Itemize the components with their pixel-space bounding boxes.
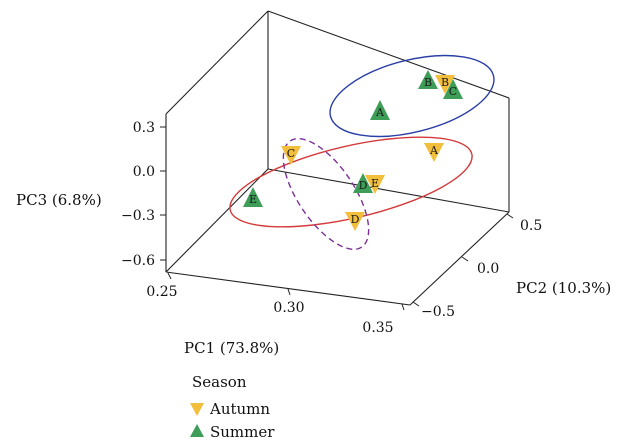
- pc3-tick-label: −0.6: [121, 253, 155, 269]
- autumn-marker: [424, 143, 444, 162]
- autumn-marker: [365, 175, 385, 194]
- pc3-tick-label: −0.3: [121, 208, 155, 224]
- pc1-axis: 0.25 0.30 0.35 PC1 (73.8%): [146, 272, 405, 357]
- pc1-tick-label: 0.35: [362, 320, 393, 336]
- summer-point-b: B: [418, 70, 438, 89]
- autumn-point-b: B: [435, 75, 455, 94]
- pc3-axis: 0.3 0.0 −0.3 −0.6 PC3 (6.8%): [16, 120, 166, 269]
- legend-title: Season: [192, 373, 247, 391]
- autumn-marker: [435, 75, 455, 94]
- legend-summer-label: Summer: [210, 423, 275, 441]
- box-back-top-edge: [267, 10, 510, 99]
- axis-box: [165, 10, 510, 306]
- summer-point-a: A: [370, 100, 390, 120]
- point-label: D: [359, 179, 368, 192]
- group-ellipse-blue: [329, 54, 495, 138]
- point-label: A: [375, 106, 385, 119]
- autumn-marker: [281, 146, 301, 165]
- pc1-tick-label: 0.25: [146, 284, 177, 300]
- autumn-point-d: D: [345, 212, 365, 231]
- autumn-point-e: E: [365, 175, 385, 194]
- summer-point-e: E: [243, 187, 263, 207]
- autumn-marker: [345, 212, 365, 231]
- summer-point-c: C: [443, 79, 463, 99]
- point-label: C: [287, 147, 295, 160]
- pc1-tick-mark: [287, 288, 291, 296]
- pc2-tick-label: 0.5: [520, 218, 542, 234]
- autumn-point-a: A: [424, 143, 444, 162]
- box-top-left-edge: [165, 10, 269, 115]
- point-label: C: [449, 85, 457, 98]
- pc2-axis-title: PC2 (10.3%): [516, 279, 611, 297]
- summer-marker: [370, 100, 390, 120]
- box-back-bottom-edge: [267, 168, 510, 213]
- box-floor-left-edge: [165, 168, 269, 273]
- legend-autumn-label: Autumn: [209, 400, 270, 418]
- pc2-tick-label: −0.5: [421, 304, 455, 320]
- summer-marker: [243, 187, 263, 207]
- point-label: B: [441, 76, 449, 89]
- pc2-tick-label: 0.0: [477, 261, 499, 277]
- point-label: E: [371, 177, 379, 190]
- legend-summer-marker: [190, 424, 204, 437]
- point-label: A: [429, 144, 439, 157]
- summer-marker: [443, 79, 463, 99]
- summer-marker: [353, 173, 373, 193]
- pc1-axis-title: PC1 (73.8%): [184, 339, 279, 357]
- marker-layer: B B C A A C E D: [243, 70, 463, 231]
- point-label: B: [424, 76, 432, 89]
- legend: Season Autumn Summer: [190, 373, 275, 441]
- pc1-tick-mark: [167, 272, 172, 280]
- pc2-axis: 0.5 0.0 −0.5 PC2 (10.3%): [412, 213, 611, 320]
- box-front-floor-edge: [165, 271, 411, 306]
- group-ellipses: [229, 54, 495, 251]
- pc3-axis-title: PC3 (6.8%): [16, 191, 102, 209]
- group-ellipse-red: [229, 136, 473, 228]
- pc1-tick-label: 0.30: [273, 300, 304, 316]
- point-label: E: [249, 193, 257, 206]
- pc3-tick-label: 0.0: [133, 164, 155, 180]
- pc1-tick-mark: [401, 303, 405, 311]
- point-label: D: [351, 213, 360, 226]
- group-ellipse-purple-dashed: [282, 137, 370, 251]
- pc2-tick-mark: [412, 301, 420, 307]
- box-right-floor-edge: [409, 211, 510, 306]
- autumn-point-c: C: [281, 146, 301, 165]
- legend-autumn-marker: [190, 403, 204, 416]
- pc3-tick-label: 0.3: [133, 120, 155, 136]
- pc2-tick-mark: [506, 213, 514, 219]
- summer-point-d: D: [353, 173, 373, 193]
- pc2-tick-mark: [461, 256, 469, 262]
- summer-marker: [418, 70, 438, 89]
